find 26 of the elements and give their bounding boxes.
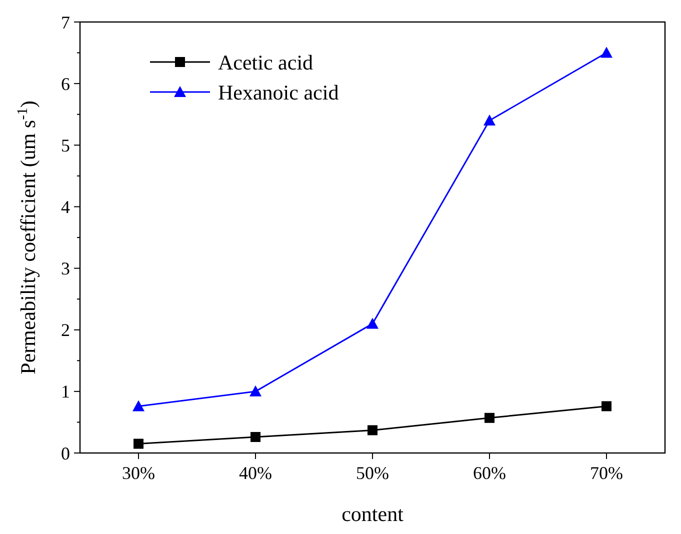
x-tick-label: 60% — [473, 463, 506, 483]
point — [134, 438, 144, 449]
point — [600, 46, 612, 58]
x-tick-label: 50% — [356, 463, 389, 483]
y-tick-label: 7 — [61, 12, 70, 32]
point — [366, 318, 378, 329]
x-axis-title: content — [342, 502, 404, 526]
y-tick-label: 2 — [61, 320, 70, 340]
y-tick-label: 5 — [61, 135, 70, 156]
y-tick-label: 1 — [61, 382, 70, 402]
y-tick-label: 3 — [61, 258, 70, 279]
x-tick-label: 30% — [122, 463, 155, 483]
legend-label: Acetic acid — [218, 50, 314, 74]
y-tick-label: 6 — [61, 74, 70, 94]
point — [250, 432, 260, 442]
x-tick-label: 40% — [239, 463, 272, 483]
x-tick-label: 70% — [590, 463, 623, 483]
y-tick-label: 4 — [61, 197, 70, 218]
point — [368, 425, 378, 436]
legend-label: Hexanoic acid — [218, 80, 340, 104]
point — [484, 114, 496, 126]
point — [602, 401, 612, 412]
point — [484, 412, 494, 423]
y-tick-label: 0 — [61, 443, 70, 464]
point — [250, 385, 262, 396]
point — [132, 400, 144, 412]
